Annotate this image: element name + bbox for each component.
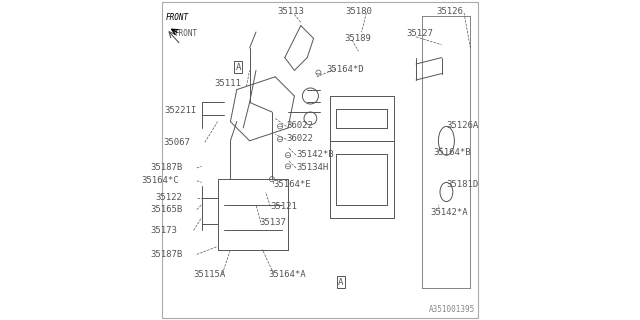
Text: 35165B: 35165B [150, 205, 182, 214]
Text: 35164*B: 35164*B [434, 148, 471, 157]
Text: 35121: 35121 [270, 202, 297, 211]
Text: 35164*E: 35164*E [274, 180, 311, 188]
Text: 35126: 35126 [436, 7, 463, 16]
Text: 35067: 35067 [164, 138, 191, 147]
Text: 35187B: 35187B [150, 250, 182, 259]
Text: 35122: 35122 [156, 193, 182, 202]
Text: 35137: 35137 [259, 218, 286, 227]
Text: A: A [236, 63, 241, 72]
Text: 35126A: 35126A [447, 121, 479, 130]
Text: A: A [338, 278, 344, 287]
Text: 35221I: 35221I [164, 106, 197, 115]
Text: 35115A: 35115A [193, 270, 226, 279]
Text: 35113: 35113 [278, 7, 305, 16]
Text: 35127: 35127 [406, 29, 433, 38]
Text: 35187B: 35187B [150, 163, 182, 172]
Text: 35189: 35189 [344, 34, 371, 43]
Text: 35164*D: 35164*D [326, 65, 364, 74]
Text: FRONT: FRONT [166, 13, 189, 22]
Text: 35134H: 35134H [296, 163, 328, 172]
Text: 35164*A: 35164*A [269, 270, 307, 279]
Text: FRONT: FRONT [174, 29, 198, 38]
Text: 36022: 36022 [287, 134, 313, 143]
Text: 35111: 35111 [215, 79, 242, 88]
Text: 35181D: 35181D [447, 180, 479, 188]
Text: 35142*A: 35142*A [430, 208, 468, 217]
Text: 36022: 36022 [287, 121, 313, 130]
Text: 35173: 35173 [151, 226, 178, 235]
Text: A351001395: A351001395 [429, 305, 475, 314]
Text: 35142*B: 35142*B [296, 150, 333, 159]
Text: 35180: 35180 [345, 7, 372, 16]
Text: 35164*C: 35164*C [141, 176, 179, 185]
